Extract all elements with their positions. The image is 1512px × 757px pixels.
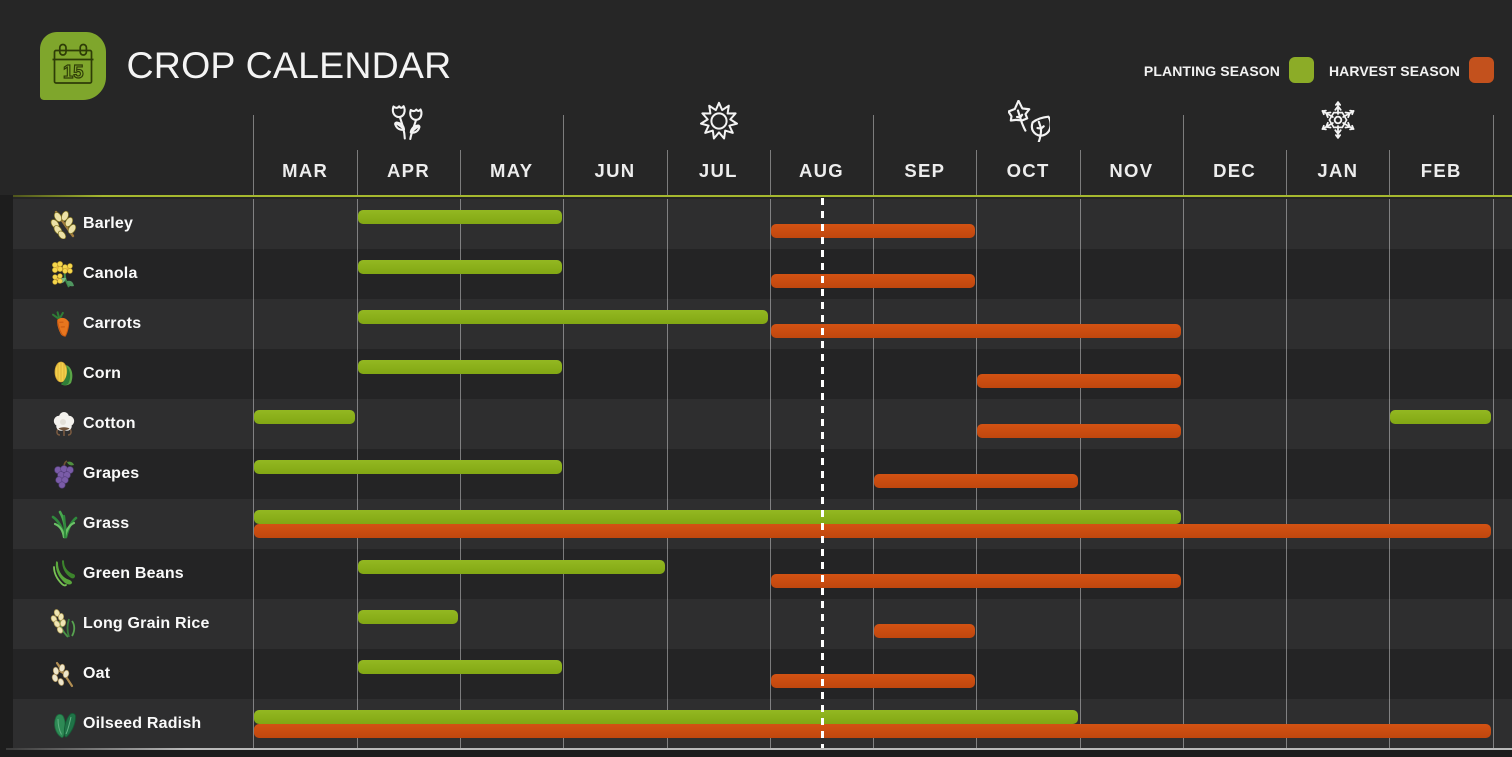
svg-text:15: 15 [63, 61, 84, 82]
